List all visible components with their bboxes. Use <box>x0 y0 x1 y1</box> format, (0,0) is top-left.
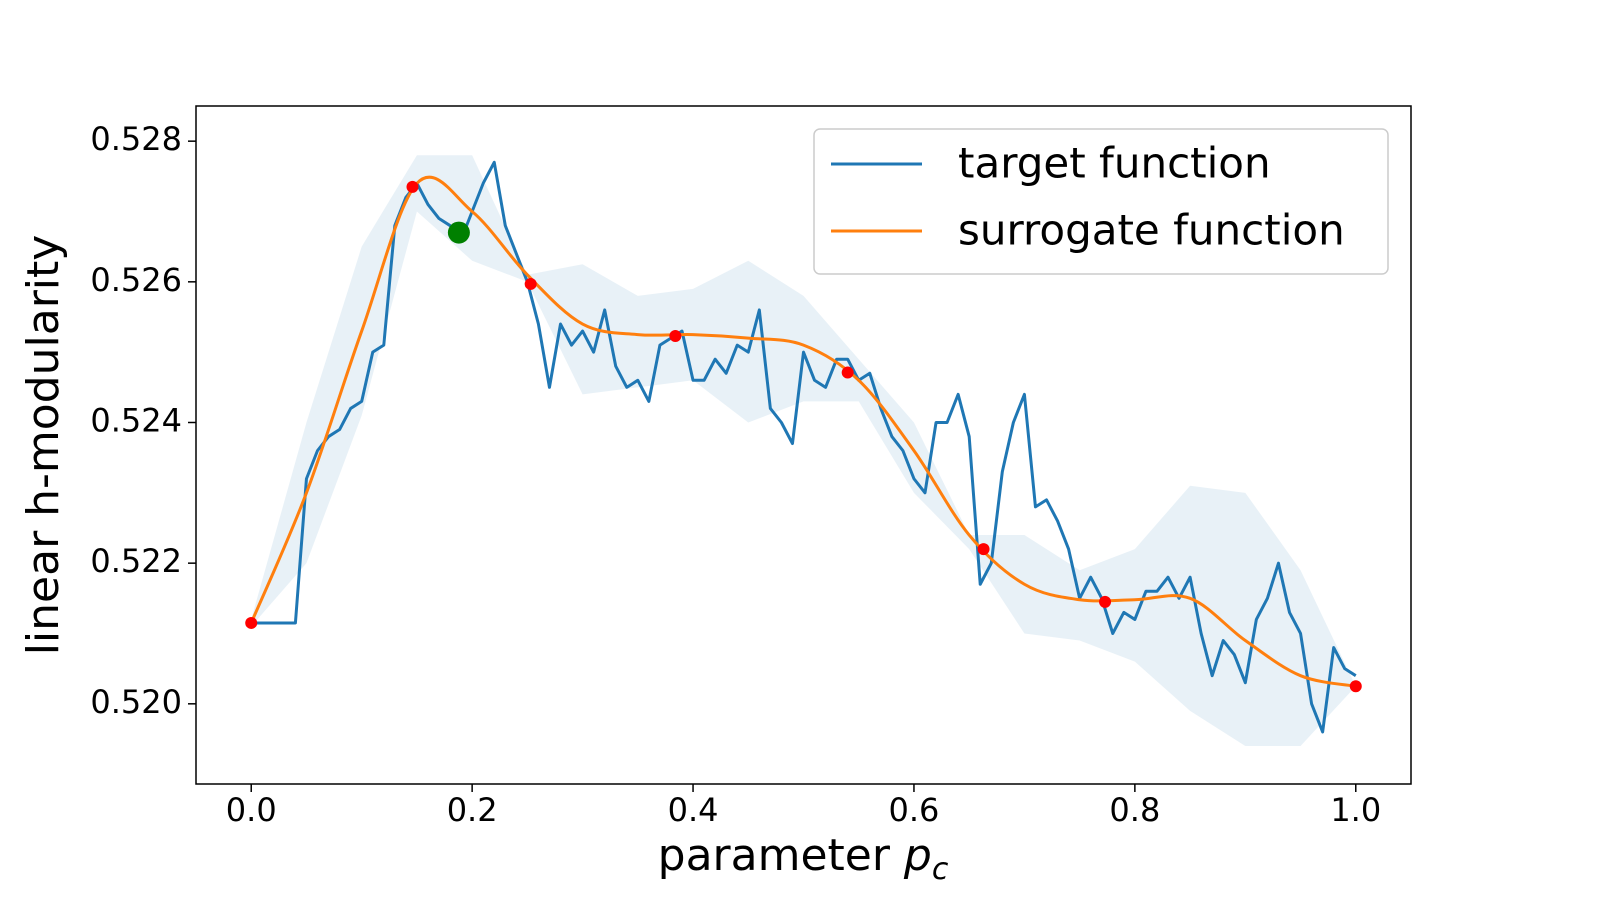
series-line <box>249 175 1357 688</box>
observation-point <box>977 543 990 556</box>
observation-point <box>1099 595 1112 608</box>
observation-point <box>1349 680 1362 693</box>
y-tick-label: 0.526 <box>90 261 182 299</box>
x-tick-label: 0.2 <box>447 791 498 829</box>
x-tick-label: 0.4 <box>668 791 719 829</box>
legend-label: target function <box>958 139 1271 188</box>
y-tick-label: 0.520 <box>90 683 182 721</box>
series-line <box>251 160 1357 734</box>
y-axis-label: linear h-modularity <box>18 235 69 656</box>
best-point <box>447 221 470 244</box>
y-tick-label: 0.528 <box>90 120 182 158</box>
observation-point <box>245 616 258 629</box>
y-tick-label: 0.524 <box>90 401 182 439</box>
plot <box>245 155 1362 747</box>
x-tick-label: 0.6 <box>889 791 940 829</box>
y-tick-label: 0.522 <box>90 542 182 580</box>
x-tick-label: 1.0 <box>1330 791 1381 829</box>
observation-point <box>669 329 682 342</box>
observation-point <box>524 277 537 290</box>
legend-label: surrogate function <box>958 206 1345 255</box>
observation-point <box>841 366 854 379</box>
x-tick-label: 0.8 <box>1109 791 1160 829</box>
observation-point <box>406 180 419 193</box>
legend-box <box>813 128 1389 275</box>
x-tick-label: 0.0 <box>226 791 277 829</box>
x-axis-label: parameter pc <box>658 830 949 887</box>
plot-frame <box>195 105 1412 785</box>
